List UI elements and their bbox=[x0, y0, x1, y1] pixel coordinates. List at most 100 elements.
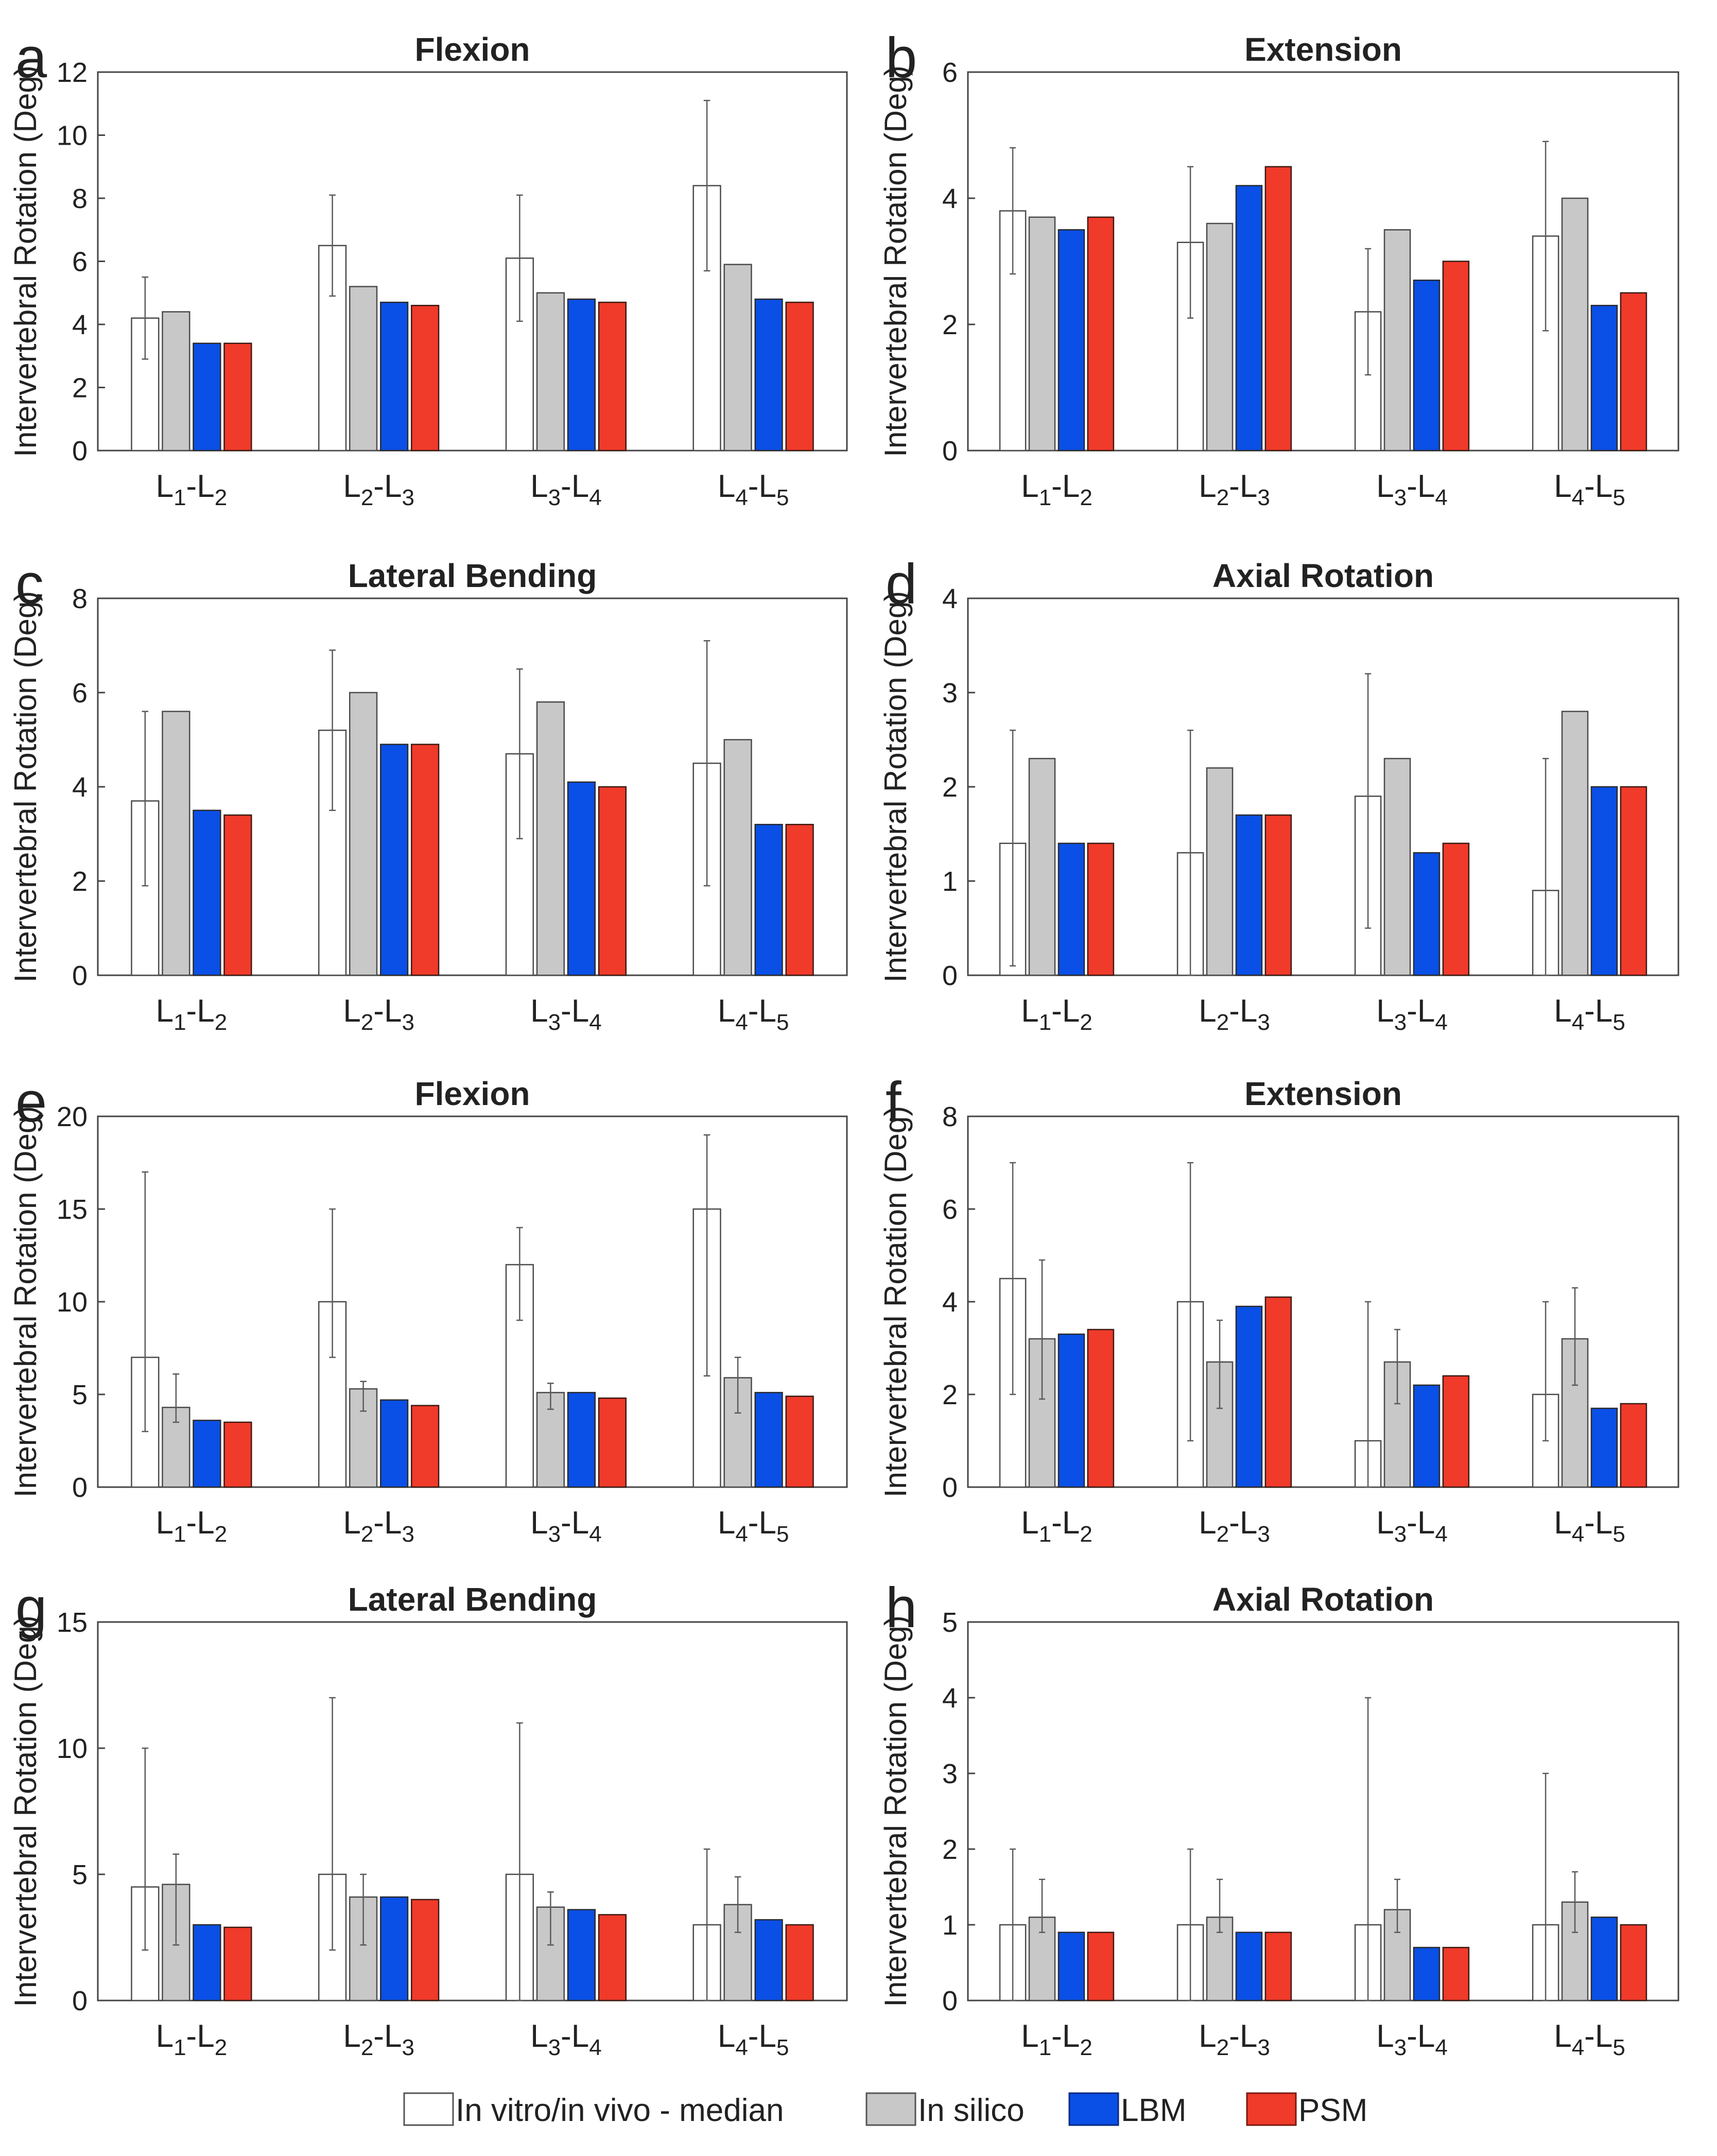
panel-h: 0 1 2 3 4 5 Intervertebral Rotation (Deg) Axial… bbox=[878, 1576, 1679, 2060]
error-bar bbox=[1365, 673, 1372, 929]
bar-in-silico-1 bbox=[1028, 757, 1056, 976]
error-bar bbox=[1542, 141, 1549, 332]
y-tick-label: 2 bbox=[942, 1834, 958, 1865]
y-axis-label: Intervertebral Rotation (Deg) bbox=[8, 65, 43, 457]
panel-letter: b bbox=[886, 26, 917, 90]
bar-psm-4 bbox=[785, 1924, 814, 2002]
error-bar bbox=[516, 1722, 523, 2002]
x-tick-label: L1-L2 bbox=[1021, 993, 1092, 1035]
y-tick-label: 10 bbox=[57, 120, 88, 151]
y-tick-label: 2 bbox=[942, 1379, 958, 1410]
bar-lbm-4 bbox=[754, 823, 783, 976]
error-bar bbox=[703, 1134, 710, 1377]
panel-d: 0 1 2 3 4 Intervertebral Rotation (Deg) Axial … bbox=[878, 553, 1679, 1035]
error-bar bbox=[703, 640, 710, 887]
error-bar bbox=[516, 194, 523, 322]
bar-psm-1 bbox=[1087, 1329, 1115, 1488]
legend-swatch bbox=[403, 2092, 454, 2126]
error-bar bbox=[1542, 757, 1549, 976]
bar-psm-4 bbox=[785, 1395, 814, 1488]
x-tick-label: L2-L3 bbox=[1199, 2019, 1270, 2060]
panel-letter: h bbox=[886, 1576, 917, 1640]
x-tick-label: L1-L2 bbox=[156, 993, 228, 1035]
error-bar bbox=[1010, 729, 1016, 967]
y-tick-label: 0 bbox=[942, 1472, 958, 1503]
bar-psm-1 bbox=[223, 1926, 252, 2002]
error-bar bbox=[172, 1853, 180, 1946]
bar-lbm-4 bbox=[1590, 305, 1618, 452]
bar-lbm-2 bbox=[380, 1399, 409, 1488]
panel-title: Axial Rotation bbox=[1212, 557, 1434, 594]
bar-psm-3 bbox=[598, 786, 627, 976]
y-tick-label: 0 bbox=[942, 960, 958, 991]
error-bar bbox=[172, 1373, 180, 1423]
x-tick-label: L1-L2 bbox=[156, 1505, 228, 1547]
legend-label: In vitro/in vivo - median bbox=[456, 2093, 784, 2128]
y-tick-label: 12 bbox=[57, 57, 88, 88]
y-tick-label: 20 bbox=[57, 1101, 88, 1132]
y-axis-label: Intervertebral Rotation (Deg) bbox=[878, 1615, 913, 2007]
error-bar bbox=[142, 276, 149, 360]
bar-lbm-4 bbox=[1590, 1407, 1618, 1488]
legend: In vitro/in vivo - median In silico LBM PSM bbox=[403, 2092, 1367, 2128]
x-tick-label: L4-L5 bbox=[1554, 993, 1625, 1035]
bar-lbm-1 bbox=[193, 809, 221, 976]
bar-psm-2 bbox=[411, 1899, 440, 2002]
error-bar bbox=[1572, 1871, 1579, 1933]
panel-c: 0 2 4 6 8 Intervertebral Rotation (Deg) Latera… bbox=[8, 553, 848, 1035]
panel-letter: e bbox=[15, 1071, 47, 1134]
bar-lbm-1 bbox=[193, 1924, 221, 2002]
error-bar bbox=[703, 1848, 710, 2002]
panel-title: Extension bbox=[1244, 1075, 1402, 1112]
error-bar bbox=[1542, 1301, 1549, 1442]
error-bar bbox=[329, 194, 336, 297]
bar-psm-4 bbox=[1620, 292, 1647, 452]
x-tick-label: L2-L3 bbox=[343, 469, 414, 510]
bar-in-silico-3 bbox=[1383, 229, 1411, 452]
bar-in-silico-1 bbox=[162, 711, 190, 976]
legend-swatch bbox=[1068, 2092, 1119, 2126]
bar-lbm-2 bbox=[1235, 185, 1263, 452]
bar-in-silico-3 bbox=[536, 701, 565, 976]
y-axis-label: Intervertebral Rotation (Deg) bbox=[878, 591, 913, 982]
panel-letter: d bbox=[886, 553, 917, 616]
bar-in-silico-4 bbox=[723, 739, 752, 976]
y-axis-label: Intervertebral Rotation (Deg) bbox=[8, 1615, 43, 2007]
x-tick-label: L4-L5 bbox=[1554, 469, 1625, 510]
error-bar bbox=[329, 649, 336, 811]
x-tick-label: L3-L4 bbox=[530, 993, 602, 1035]
x-tick-label: L3-L4 bbox=[530, 469, 602, 510]
error-bar bbox=[1187, 1848, 1194, 2002]
bar-psm-2 bbox=[411, 744, 440, 976]
error-bar bbox=[1039, 1259, 1046, 1400]
x-tick-label: L4-L5 bbox=[718, 2019, 789, 2060]
bar-lbm-1 bbox=[1057, 229, 1085, 452]
y-tick-label: 0 bbox=[72, 1986, 88, 2016]
bar-in-silico-2 bbox=[349, 692, 378, 976]
error-bar bbox=[142, 1747, 149, 1951]
y-tick-label: 1 bbox=[942, 1910, 958, 1941]
error-bar bbox=[1187, 166, 1194, 319]
bar-lbm-2 bbox=[1235, 1931, 1263, 2002]
bar-lbm-1 bbox=[1057, 1931, 1085, 2002]
error-bar bbox=[734, 1356, 741, 1414]
error-bar bbox=[703, 99, 710, 272]
x-tick-label: L3-L4 bbox=[1376, 2019, 1448, 2060]
y-tick-label: 10 bbox=[57, 1287, 88, 1318]
axes-frame bbox=[967, 1621, 1679, 2002]
y-tick-label: 4 bbox=[942, 583, 958, 614]
bar-psm-3 bbox=[598, 301, 627, 452]
bar-psm-3 bbox=[1442, 842, 1470, 976]
bar-in-silico-3 bbox=[536, 1906, 565, 2002]
error-bar bbox=[1217, 1319, 1223, 1409]
bar-lbm-2 bbox=[380, 1896, 409, 2002]
bar-in-silico-3 bbox=[536, 292, 565, 452]
x-tick-label: L2-L3 bbox=[343, 2019, 414, 2060]
y-tick-label: 15 bbox=[57, 1194, 88, 1225]
bar-psm-1 bbox=[1087, 1931, 1115, 2002]
bar-lbm-3 bbox=[567, 298, 596, 452]
error-bar bbox=[1039, 1878, 1046, 1933]
x-tick-label: L1-L2 bbox=[1021, 2019, 1092, 2060]
bar-lbm-1 bbox=[1057, 842, 1085, 976]
legend-swatch bbox=[865, 2092, 916, 2126]
